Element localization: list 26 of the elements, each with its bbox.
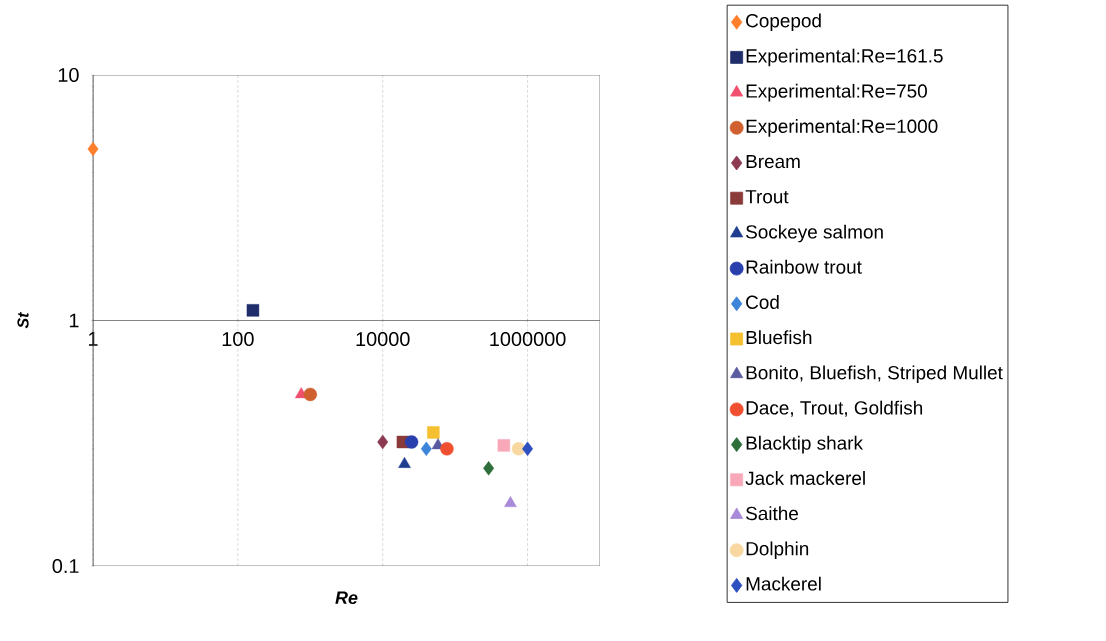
legend-label: Bonito, Bluefish, Striped Mullet xyxy=(746,365,1003,384)
legend-label: Jack mackerel xyxy=(745,471,865,485)
legend-label: Bream xyxy=(746,154,800,169)
x-tick-label: 10000 xyxy=(356,332,410,347)
y-tick-label: 1 xyxy=(69,313,79,328)
y-tick-label: 10 xyxy=(58,67,79,83)
legend-label: Rainbow trout xyxy=(746,259,862,274)
legend-label: Cod xyxy=(746,295,779,309)
x-tick-label: 100 xyxy=(222,332,254,347)
legend-label: Trout xyxy=(745,190,789,204)
y-tick-label: 0.1 xyxy=(52,558,79,574)
x-tick-label: 1000000 xyxy=(490,332,566,347)
legend-label: Bluefish xyxy=(746,330,812,345)
legend-label: Experimental:Re=750 xyxy=(746,83,927,102)
legend-label: Copepod xyxy=(746,13,821,32)
y-axis-title: St xyxy=(17,311,29,329)
legend-label: Blacktip shark xyxy=(746,435,863,454)
legend-label: Sockeye salmon xyxy=(746,224,883,243)
legend-label: Experimental:Re=161.5 xyxy=(746,48,943,67)
x-axis-title: Re xyxy=(335,591,358,605)
legend-label: Saithe xyxy=(746,506,798,521)
legend-label: Dace, Trout, Goldfish xyxy=(746,400,923,417)
legend-label: Mackerel xyxy=(746,576,821,591)
legend-label: Experimental:Re=1000 xyxy=(746,119,938,137)
legend-label: Dolphin xyxy=(746,541,809,560)
x-tick-label: 1 xyxy=(88,332,98,346)
